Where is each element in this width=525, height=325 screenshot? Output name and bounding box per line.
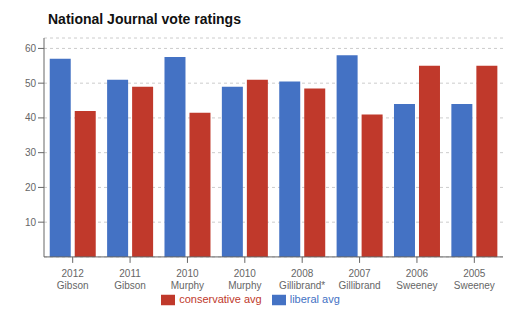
svg-text:60: 60 [25, 43, 37, 54]
svg-text:50: 50 [25, 78, 37, 89]
svg-text:2008Gillibrand*: 2008Gillibrand* [279, 268, 325, 291]
svg-text:2005Sweeney: 2005Sweeney [454, 268, 495, 291]
svg-text:40: 40 [25, 112, 37, 123]
svg-text:2010Murphy: 2010Murphy [228, 268, 261, 291]
svg-text:20: 20 [25, 182, 37, 193]
svg-text:2011Gibson: 2011Gibson [114, 268, 146, 291]
svg-text:2006Sweeney: 2006Sweeney [396, 268, 437, 291]
svg-text:2010Murphy: 2010Murphy [171, 268, 204, 291]
svg-text:2012Gibson: 2012Gibson [57, 268, 89, 291]
html-text:liberal avg: liberal avg [289, 292, 340, 305]
svg-text:2007Gillibrand: 2007Gillibrand [338, 268, 380, 291]
html-text:conservative avg: conservative avg [179, 292, 262, 305]
svg-text:10: 10 [25, 217, 37, 228]
svg-text:30: 30 [25, 147, 37, 158]
html-text:National Journal vote ratings: National Journal vote ratings [48, 11, 241, 27]
